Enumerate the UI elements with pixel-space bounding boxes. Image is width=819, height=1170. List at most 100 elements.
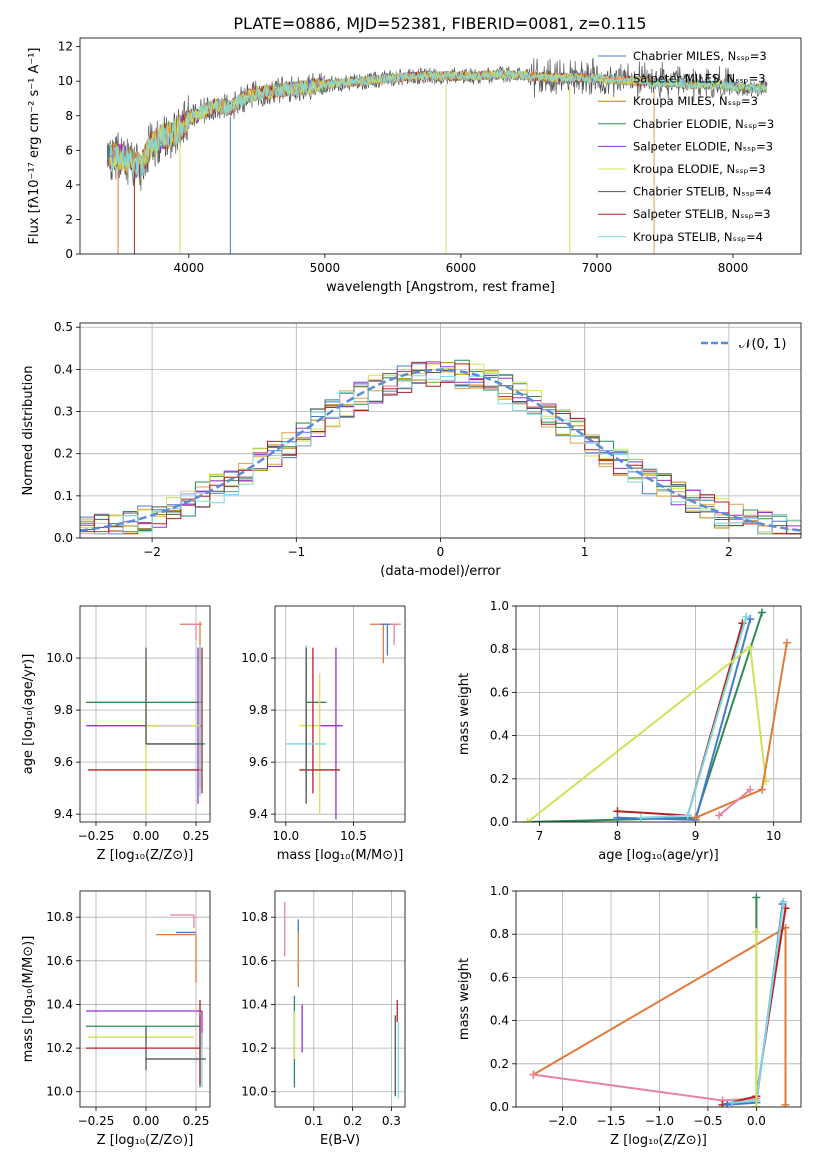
gauss-legend-label: 𝒩(0, 1): [739, 337, 786, 352]
y-tick-label: 9.6: [54, 755, 73, 769]
y-tick: 6: [65, 143, 80, 157]
y-tick: 0.8: [490, 927, 516, 941]
error-bar-point: [145, 647, 204, 745]
x-axis-label: Z [log₁₀(Z/Z⊙)]: [97, 848, 194, 863]
y-tick-label: 0.1: [54, 489, 73, 503]
x-tick: 1: [581, 538, 589, 559]
y-tick-label: 0.2: [490, 772, 509, 786]
weight-marker: [757, 608, 766, 617]
histogram-series-5: [80, 363, 801, 535]
plot-area: [523, 608, 791, 822]
error-bar-point: [88, 647, 203, 794]
x-tick-label: −0.5: [693, 1114, 722, 1128]
x-tick-label: 10.0: [272, 829, 299, 843]
y-tick-label: 9.8: [249, 703, 268, 717]
y-tick-label: 0.0: [54, 531, 73, 545]
weight-marker: [757, 785, 766, 794]
y-tick-label: 0.2: [490, 1057, 509, 1071]
y-tick: 10.0: [46, 1085, 80, 1099]
y-tick: 1.0: [490, 599, 516, 613]
y-tick-label: 0.8: [490, 642, 509, 656]
plot-area: [86, 914, 206, 1088]
x-tick-label: 0.00: [133, 1114, 160, 1128]
y-tick-label: 1.0: [490, 884, 509, 898]
x-tick: −2: [143, 538, 161, 559]
panel-mass_weight_vs_age: 7 8 9 10 0.0 0.2 0.4 0.6 0.8 1.0 age [log₁₀(age/yr…: [457, 599, 802, 863]
histogram-series-8: [80, 373, 801, 535]
panel-mass_weight_vs_Z: −2.0 −1.5 −1.0 −0.5 0.0 0.0 0.2 0.4 0.6 0.8 1.0 Z […: [457, 884, 802, 1148]
x-tick: 0.25: [183, 822, 210, 843]
error-bar-point: [145, 1026, 206, 1070]
legend-label: Salpeter MILES, Nₛₛₚ=3: [633, 72, 766, 86]
y-tick-label: 1.0: [490, 599, 509, 613]
error-bar-point: [86, 1000, 201, 1086]
y-tick-label: 0.5: [54, 320, 73, 334]
x-tick-label: 4000: [174, 261, 205, 275]
axes-frame: [274, 605, 406, 823]
x-tick-label: 8: [614, 829, 622, 843]
legend-label: Kroupa MILES, Nₛₛₚ=3: [633, 94, 758, 108]
y-tick-label: 9.6: [249, 755, 268, 769]
plot-area: [80, 359, 801, 535]
y-axis-label: Normed distribution: [21, 366, 36, 496]
plot-area: [529, 893, 790, 1107]
error-bar-point: [86, 650, 202, 789]
plot-area: [86, 621, 206, 815]
x-tick-label: 0.0: [747, 1114, 766, 1128]
weight-series: [752, 928, 761, 1107]
spectrum-series-7: [108, 69, 655, 179]
weight-series: [523, 608, 766, 822]
y-axis-label: mass weight: [457, 673, 472, 755]
figure-title: PLATE=0886, MJD=52381, FIBERID=0081, z=0…: [233, 14, 646, 33]
y-tick-label: 0.4: [490, 729, 509, 743]
y-tick: 0.5: [54, 320, 80, 334]
y-tick-label: 10.6: [46, 954, 73, 968]
y-tick: 1.0: [490, 884, 516, 898]
y-tick: 8: [65, 109, 80, 123]
x-tick: 0.3: [382, 1107, 401, 1128]
y-axis-label: mass [log₁₀(M/M⊙)]: [21, 936, 36, 1063]
x-tick: −1.0: [645, 1107, 674, 1128]
weight-marker: [752, 928, 761, 937]
y-tick-label: 6: [65, 143, 73, 157]
x-tick: 10: [766, 822, 781, 843]
y-tick-label: 10.0: [241, 1085, 268, 1099]
y-tick: 0.2: [490, 1057, 516, 1071]
x-tick-label: 5000: [310, 261, 341, 275]
x-axis-label: age [log₁₀(age/yr)]: [598, 848, 719, 863]
weight-marker: [636, 813, 645, 822]
legend-label: Kroupa STELIB, Nₛₛₚ=4: [633, 230, 763, 244]
grid-lines: [275, 891, 405, 1107]
y-tick-label: 0.6: [490, 685, 509, 699]
x-tick-label: 0.2: [343, 1114, 362, 1128]
x-tick-label: 0.1: [304, 1114, 323, 1128]
legend-label: Chabrier MILES, Nₛₛₚ=3: [633, 49, 767, 63]
x-tick-label: 6000: [446, 261, 477, 275]
weight-series: [529, 1070, 761, 1105]
y-tick-label: 0.2: [54, 447, 73, 461]
x-tick-label: 7: [536, 829, 544, 843]
x-tick: −0.25: [78, 822, 114, 843]
x-axis-label: (data-model)/error: [380, 564, 501, 579]
y-tick: 10.4: [46, 997, 80, 1011]
x-tick-label: 0.3: [382, 1114, 401, 1128]
y-tick-label: 0.3: [54, 405, 73, 419]
y-axis-label: age [log₁₀(age/yr)]: [21, 654, 36, 775]
x-tick-label: 0.25: [183, 829, 210, 843]
y-tick: 0.4: [490, 1014, 516, 1028]
y-tick: 0.0: [490, 1100, 516, 1114]
y-tick-label: 10.0: [46, 1085, 73, 1099]
error-bar-point: [146, 645, 206, 796]
y-tick-label: 2: [65, 212, 73, 226]
grid-lines: [80, 606, 210, 822]
weight-series: [523, 643, 770, 822]
panel-age_vs_Z: −0.25 0.00 0.25 9.4 9.6 9.8 10.0 Z [log₁₀(Z/Z⊙)…: [21, 605, 211, 863]
axes-frame: [79, 890, 211, 1108]
y-tick: 10: [58, 74, 80, 88]
grid-lines: [80, 891, 210, 1107]
y-tick: 10.0: [241, 1085, 275, 1099]
y-tick-label: 0.8: [490, 927, 509, 941]
x-tick: 8000: [718, 254, 748, 275]
x-tick: 6000: [446, 254, 477, 275]
weight-line: [695, 642, 788, 819]
